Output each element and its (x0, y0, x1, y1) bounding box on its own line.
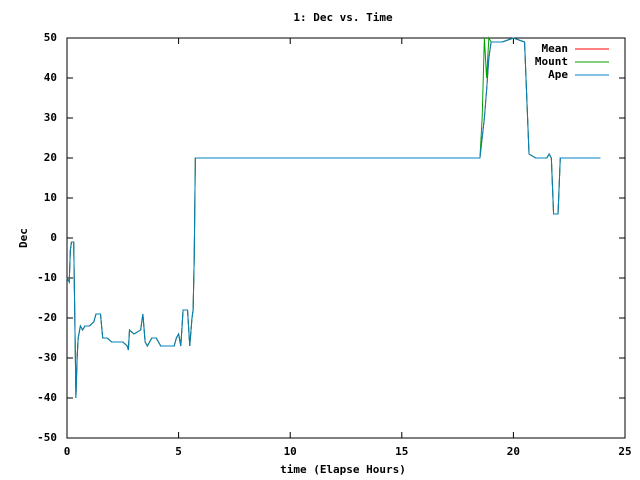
y-tick-label: -50 (37, 431, 57, 444)
x-tick-label: 15 (395, 445, 408, 458)
x-tick-label: 0 (64, 445, 71, 458)
chart-title: 1: Dec vs. Time (293, 11, 393, 24)
x-axis-label: time (Elapse Hours) (280, 463, 406, 476)
y-axis-label: Dec (17, 228, 30, 248)
y-tick-label: -10 (37, 271, 57, 284)
y-tick-label: 10 (44, 191, 57, 204)
y-tick-label: 20 (44, 151, 57, 164)
y-tick-label: 0 (50, 231, 57, 244)
y-tick-label: 50 (44, 31, 57, 44)
x-tick-label: 10 (284, 445, 297, 458)
x-tick-label: 25 (618, 445, 631, 458)
legend-label: Mean (542, 42, 569, 55)
y-tick-label: -20 (37, 311, 57, 324)
y-tick-label: 30 (44, 111, 57, 124)
x-tick-label: 5 (175, 445, 182, 458)
legend-label: Mount (535, 55, 568, 68)
x-tick-label: 20 (507, 445, 520, 458)
legend-label: Ape (548, 68, 568, 81)
series-line (66, 37, 601, 399)
y-tick-label: 40 (44, 71, 57, 84)
y-tick-label: -30 (37, 351, 57, 364)
y-tick-label: -40 (37, 391, 57, 404)
